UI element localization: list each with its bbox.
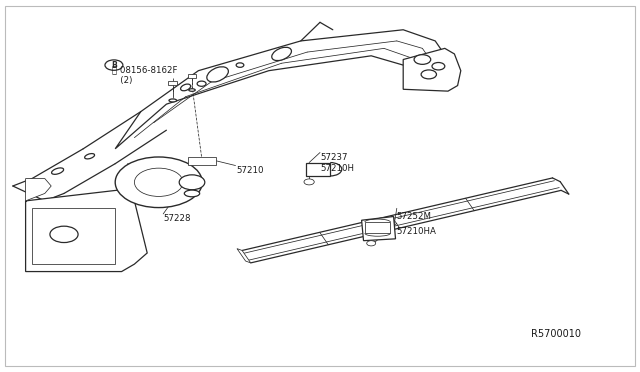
- Ellipse shape: [169, 99, 177, 102]
- Polygon shape: [26, 190, 147, 272]
- Polygon shape: [362, 217, 396, 241]
- Circle shape: [367, 241, 376, 246]
- Ellipse shape: [84, 154, 95, 159]
- Ellipse shape: [207, 67, 228, 82]
- Polygon shape: [188, 157, 216, 165]
- Polygon shape: [403, 48, 461, 91]
- Circle shape: [304, 179, 314, 185]
- Polygon shape: [237, 248, 251, 263]
- Ellipse shape: [184, 190, 200, 197]
- Text: Ⓑ 08156-8162F
   (2): Ⓑ 08156-8162F (2): [112, 65, 177, 84]
- Polygon shape: [365, 222, 390, 233]
- Text: 57210: 57210: [237, 166, 264, 174]
- Text: 57237: 57237: [320, 153, 348, 161]
- Ellipse shape: [272, 47, 291, 61]
- Circle shape: [414, 55, 431, 64]
- Circle shape: [134, 168, 183, 196]
- Ellipse shape: [180, 84, 191, 91]
- Circle shape: [105, 60, 123, 70]
- Circle shape: [421, 70, 436, 79]
- Ellipse shape: [189, 89, 195, 92]
- Polygon shape: [306, 163, 330, 176]
- Polygon shape: [168, 81, 177, 85]
- Text: 57210HA: 57210HA: [397, 227, 436, 236]
- Circle shape: [179, 175, 205, 190]
- Circle shape: [432, 62, 445, 70]
- Text: 57228: 57228: [163, 214, 191, 223]
- Ellipse shape: [52, 168, 63, 174]
- Circle shape: [50, 226, 78, 243]
- Text: 57252M: 57252M: [397, 212, 432, 221]
- Polygon shape: [26, 179, 51, 201]
- Circle shape: [197, 81, 206, 86]
- Polygon shape: [115, 30, 448, 149]
- Text: R5700010: R5700010: [531, 329, 581, 339]
- Circle shape: [115, 157, 202, 208]
- Polygon shape: [32, 208, 115, 264]
- Circle shape: [236, 63, 244, 67]
- Text: 57210H: 57210H: [320, 164, 354, 173]
- Polygon shape: [188, 74, 196, 78]
- Text: B: B: [111, 61, 116, 70]
